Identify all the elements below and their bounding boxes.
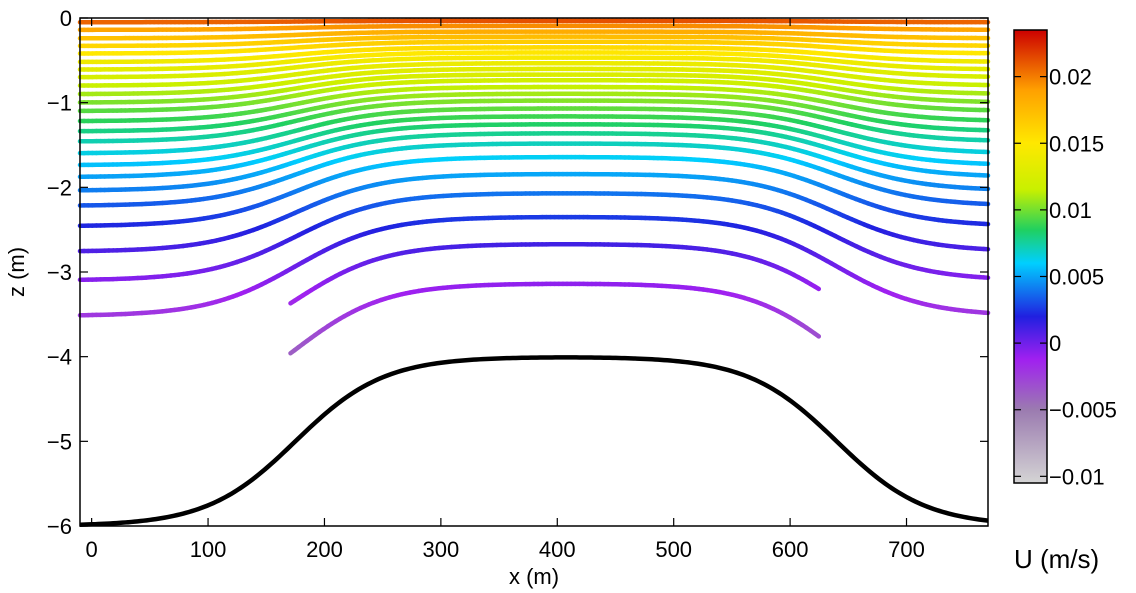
streamline — [77, 98, 991, 144]
streamline — [77, 34, 991, 49]
streamline — [77, 154, 991, 229]
streamline — [77, 29, 991, 41]
streamline — [77, 106, 991, 156]
streamline — [77, 84, 991, 124]
streamline — [77, 141, 991, 208]
streamline — [77, 191, 991, 283]
streamline — [77, 131, 991, 193]
streamline — [77, 114, 991, 168]
streamline — [77, 50, 991, 72]
plot-area: 0 100 200 300 400 500 600 700 0−1−2−3−4−5−6 x (… — [4, 6, 991, 589]
streamline — [77, 23, 991, 33]
streamline — [77, 39, 991, 56]
streamline — [77, 122, 991, 180]
streamline — [77, 171, 991, 254]
streamline — [77, 45, 991, 65]
streamlines — [77, 18, 991, 356]
streamline — [77, 61, 991, 88]
streamline — [77, 77, 991, 114]
streamline — [77, 66, 991, 97]
streamline — [77, 91, 991, 134]
streamline — [77, 18, 991, 25]
streamline — [77, 55, 991, 80]
